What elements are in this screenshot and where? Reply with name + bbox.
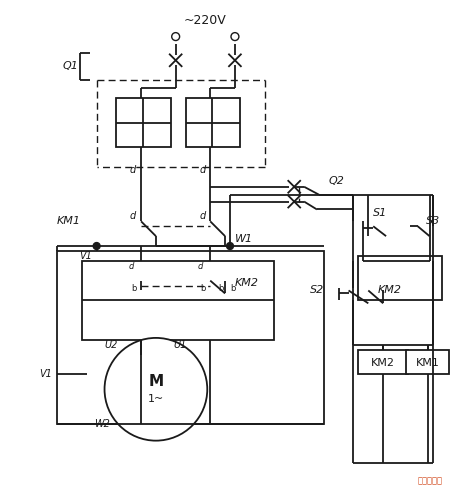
Text: b: b [200,284,205,293]
Bar [185,98,239,147]
Bar [82,261,274,340]
Text: b: b [130,284,136,293]
Text: M: M [148,374,163,389]
Bar [405,350,448,374]
Bar [358,350,407,374]
Bar [57,251,323,424]
Text: d: d [129,211,136,221]
Text: S1: S1 [372,208,386,218]
Text: d: d [197,262,202,271]
Text: Q2: Q2 [328,176,344,186]
Text: V1: V1 [78,251,91,261]
Circle shape [171,33,179,41]
Text: KM2: KM2 [235,278,258,288]
Circle shape [93,243,100,249]
Circle shape [226,243,233,249]
Text: 1~: 1~ [147,394,164,404]
Text: KM2: KM2 [370,358,394,368]
Text: d: d [199,211,205,221]
Text: b: b [230,284,235,293]
Bar [358,256,442,301]
Text: d: d [128,262,134,271]
Circle shape [230,33,238,41]
Text: KM2: KM2 [377,286,401,296]
Bar [116,98,170,147]
Text: KM1: KM1 [57,216,81,226]
Text: U1: U1 [174,340,187,350]
Text: V1: V1 [39,370,52,379]
Text: KM1: KM1 [415,358,438,368]
Text: U2: U2 [105,340,118,350]
Text: S3: S3 [425,216,439,226]
Text: W1: W1 [235,234,252,244]
Text: S2: S2 [309,286,323,296]
Text: d: d [199,165,205,175]
Text: Q1: Q1 [62,61,78,71]
Circle shape [104,338,207,440]
Text: b: b [218,284,223,293]
Text: ~220V: ~220V [184,14,226,27]
Text: 锂电电子网: 锂电电子网 [416,476,442,485]
Text: W2: W2 [94,419,109,429]
Text: d: d [129,165,136,175]
